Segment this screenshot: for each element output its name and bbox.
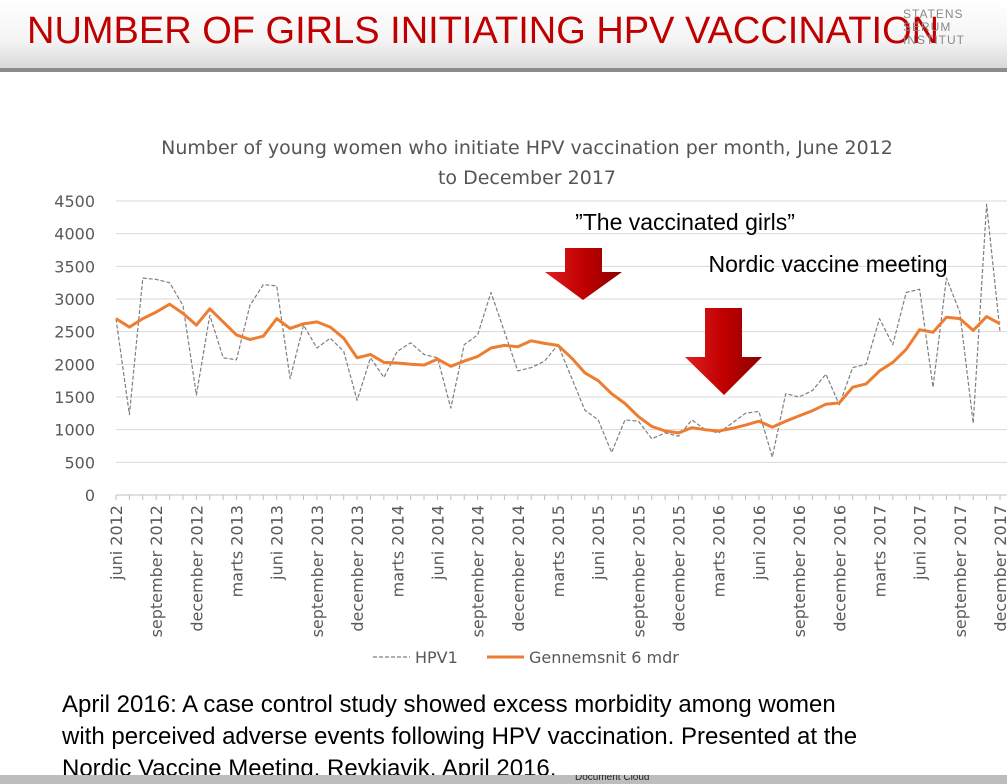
x-tick-label: juni 2012 <box>107 505 126 581</box>
plot: 0 500 1000 1500 2000 2500 3000 3500 4000 4500 juni… <box>54 192 1007 667</box>
y-tick-label: 2000 <box>54 355 95 374</box>
caption: with perceived adverse events following … <box>62 723 858 750</box>
x-tick-label: september 2016 <box>790 505 809 637</box>
footer: Document Cloud <box>0 775 1007 784</box>
x-tick-label: juni 2017 <box>911 505 930 581</box>
x-tick-label: december 2013 <box>348 505 367 632</box>
x-tick-label: juni 2016 <box>750 505 769 581</box>
x-tick-label: december 2014 <box>509 505 528 632</box>
chart-title: Number of young women who initiate HPV v… <box>161 137 893 189</box>
logo-text: SERUM <box>903 20 952 34</box>
header: NUMBER OF GIRLS INITIATING HPV VACCINATI… <box>0 0 1007 72</box>
x-tick-label: juni 2015 <box>589 505 608 581</box>
logo: STATENS SERUM INSTITUT <box>903 8 965 47</box>
x-tick-label: september 2013 <box>308 505 327 637</box>
y-tick-label: 4500 <box>54 192 95 211</box>
x-tick-label: september 2015 <box>629 505 648 637</box>
y-tick-label: 0 <box>85 486 95 505</box>
slide-title: NUMBER OF GIRLS INITIATING HPV VACCINATI… <box>27 10 940 52</box>
y-tick-label: 500 <box>64 453 95 472</box>
arrow <box>685 308 762 395</box>
annotation: ”The vaccinated girls” <box>575 209 795 235</box>
x-tick-label: december 2015 <box>670 505 689 632</box>
y-tick-label: 2500 <box>54 323 95 342</box>
x-tick-label: marts 2013 <box>228 505 247 597</box>
y-tick-label: 1500 <box>54 388 95 407</box>
x-tick-label: juni 2013 <box>268 505 287 581</box>
x-tick-label: september 2017 <box>951 505 970 637</box>
arrow <box>545 248 622 300</box>
footer-text: Document Cloud <box>575 775 650 783</box>
annotation: Nordic vaccine meeting <box>708 251 947 277</box>
x-tick-label: marts 2017 <box>870 505 889 597</box>
x-tick-label: december 2012 <box>187 505 206 632</box>
x-tick-label: september 2012 <box>147 505 166 637</box>
logo-text: INSTITUT <box>903 33 965 47</box>
line-series <box>115 203 1001 458</box>
x-tick-label: marts 2015 <box>549 505 568 597</box>
legend-label: HPV1 <box>415 648 458 667</box>
x-tick-label: juni 2014 <box>428 505 447 581</box>
y-tick-label: 4000 <box>54 225 95 244</box>
x-tick-label: marts 2014 <box>388 505 407 597</box>
x-tick-label: december 2016 <box>830 505 849 632</box>
y-tick-label: 3000 <box>54 290 95 309</box>
x-tick-label: marts 2016 <box>710 505 729 597</box>
caption: April 2016: A case control study showed … <box>62 691 836 718</box>
x-tick-label: september 2014 <box>469 505 488 637</box>
line-series <box>115 302 1001 435</box>
x-tick-label: december 2017 <box>991 505 1007 632</box>
logo-text: STATENS <box>903 7 964 21</box>
y-tick-label: 3500 <box>54 257 95 276</box>
legend-label: Gennemsnit 6 mdr <box>529 648 679 667</box>
y-tick-label: 1000 <box>54 421 95 440</box>
